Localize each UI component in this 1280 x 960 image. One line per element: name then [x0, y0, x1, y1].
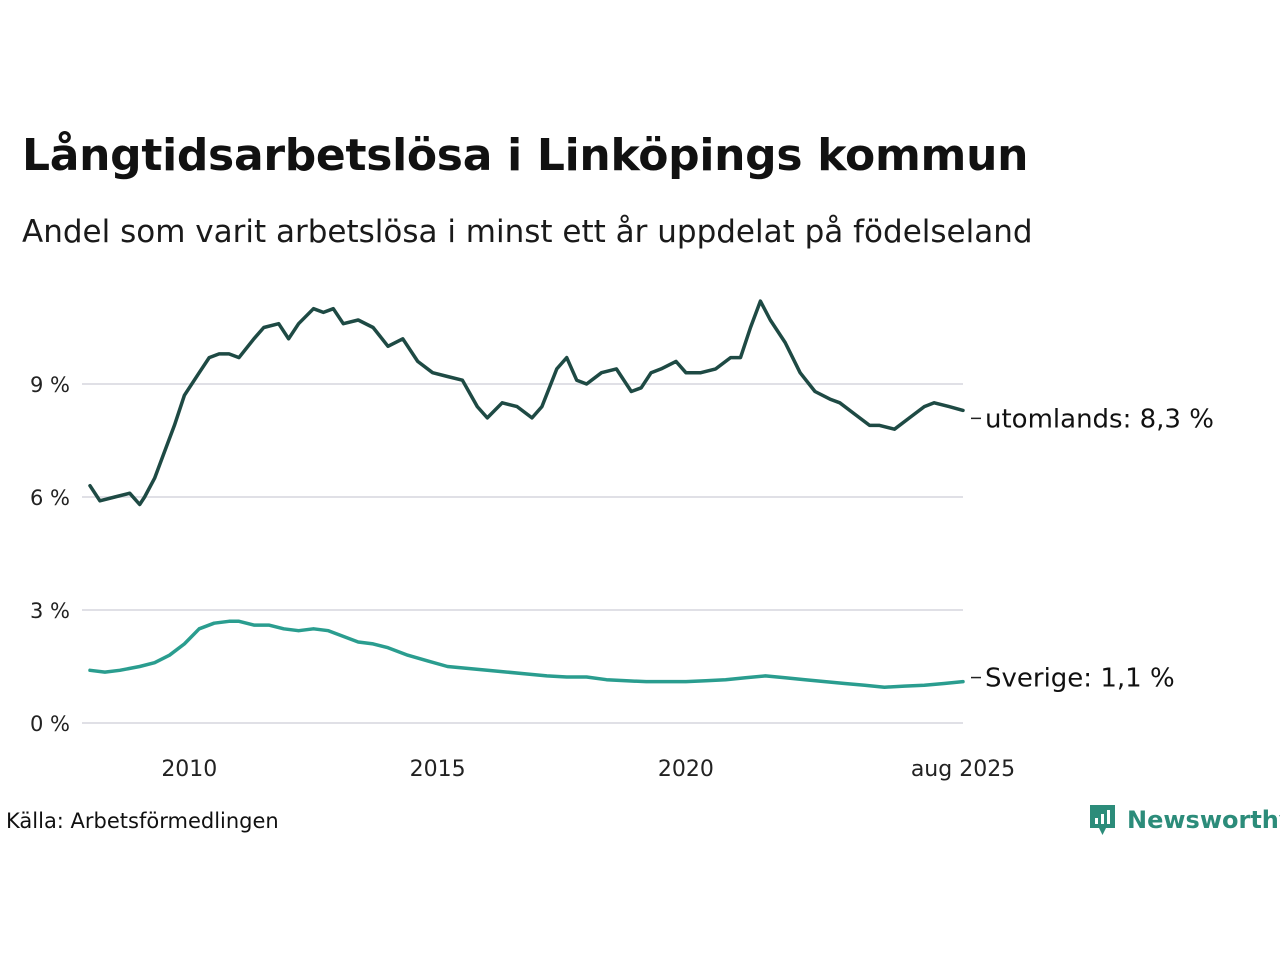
x-tick-label: 2020: [658, 757, 714, 782]
grid-lines: [82, 383, 963, 724]
x-tick-label: aug 2025: [911, 757, 1015, 782]
brand-name: Newsworthy: [1127, 806, 1280, 834]
newsworthy-logo-icon: [1090, 805, 1115, 835]
end-label-utomlands: utomlands: 8,3 %: [985, 404, 1214, 434]
y-tick-label: 3 %: [30, 599, 70, 623]
end-labels: utomlands: 8,3 % Sverige: 1,1 %: [971, 404, 1214, 694]
y-tick-label: 0 %: [30, 712, 70, 736]
x-tick-label: 2010: [161, 757, 217, 782]
series-line-sverige: [88, 619, 965, 689]
x-axis-ticks: 2010 2015 2020 aug 2025: [161, 757, 1015, 782]
y-tick-label: 6 %: [30, 486, 70, 510]
series-line-utomlands: [88, 299, 965, 507]
brand-logo[interactable]: Newsworthy: [1088, 803, 1280, 837]
end-label-sverige: Sverige: 1,1 %: [985, 664, 1175, 694]
chart-title: Långtidsarbetslösa i Linköpings kommun: [22, 130, 1029, 181]
x-tick-label: 2015: [410, 757, 466, 782]
series-lines: [88, 299, 965, 689]
y-tick-label: 9 %: [30, 373, 70, 397]
source-note: Källa: Arbetsförmedlingen: [6, 809, 279, 833]
chart-subtitle: Andel som varit arbetslösa i minst ett å…: [22, 214, 1033, 250]
y-axis-ticks: 0 % 3 % 6 % 9 %: [30, 373, 70, 736]
